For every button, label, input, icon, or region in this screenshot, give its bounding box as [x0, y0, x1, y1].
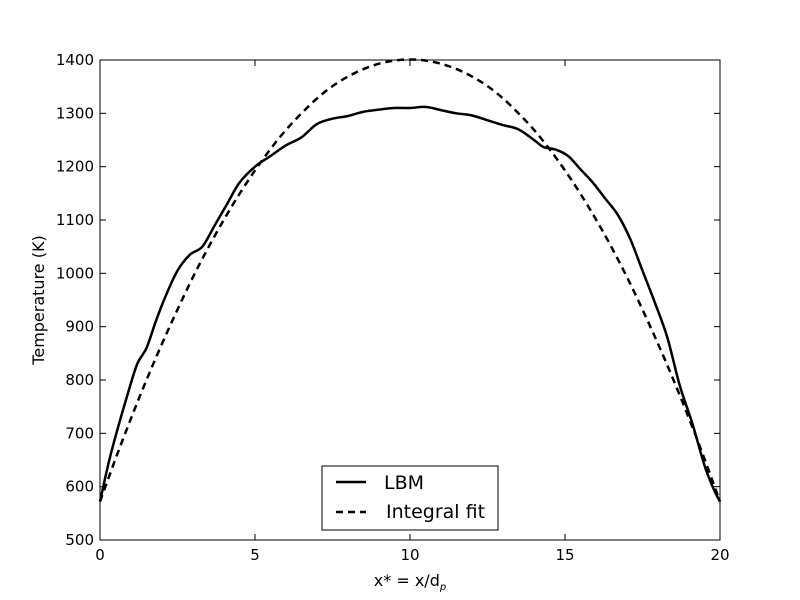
y-axis-label: Temperature (K) [29, 235, 48, 365]
legend-label-lbm: LBM [384, 472, 424, 494]
plot-background [100, 60, 720, 540]
y-tick-label: 800 [65, 371, 94, 389]
x-axis-label-subscript: p [439, 582, 446, 593]
y-tick-label: 600 [65, 478, 94, 496]
legend: LBM Integral fit [321, 465, 499, 531]
x-tick-label: 10 [400, 546, 419, 564]
y-tick-label: 1300 [56, 104, 94, 122]
x-axis-label: x* = x/dp [374, 571, 446, 593]
y-tick-label: 1200 [56, 158, 94, 176]
y-tick-label: 1100 [56, 211, 94, 229]
x-tick-label: 20 [710, 546, 729, 564]
y-tick-label: 700 [65, 424, 94, 442]
legend-label-integral-fit: Integral fit [386, 501, 485, 523]
y-tick-label: 1400 [56, 51, 94, 69]
series-line-lbm [98, 105, 722, 503]
y-tick-label: 1000 [56, 264, 94, 282]
series-line-integral-fit [98, 58, 722, 503]
x-axis: 0 5 10 15 20 [95, 60, 730, 564]
legend-box [321, 465, 499, 531]
y-tick-label: 900 [65, 318, 94, 336]
x-tick-label: 15 [555, 546, 574, 564]
series-layer [98, 58, 722, 503]
x-tick-label: 0 [95, 546, 105, 564]
x-tick-label: 5 [250, 546, 260, 564]
y-tick-label: 500 [65, 531, 94, 549]
y-axis: 500 600 700 800 900 1000 1100 1200 1300 1400 [56, 51, 720, 549]
